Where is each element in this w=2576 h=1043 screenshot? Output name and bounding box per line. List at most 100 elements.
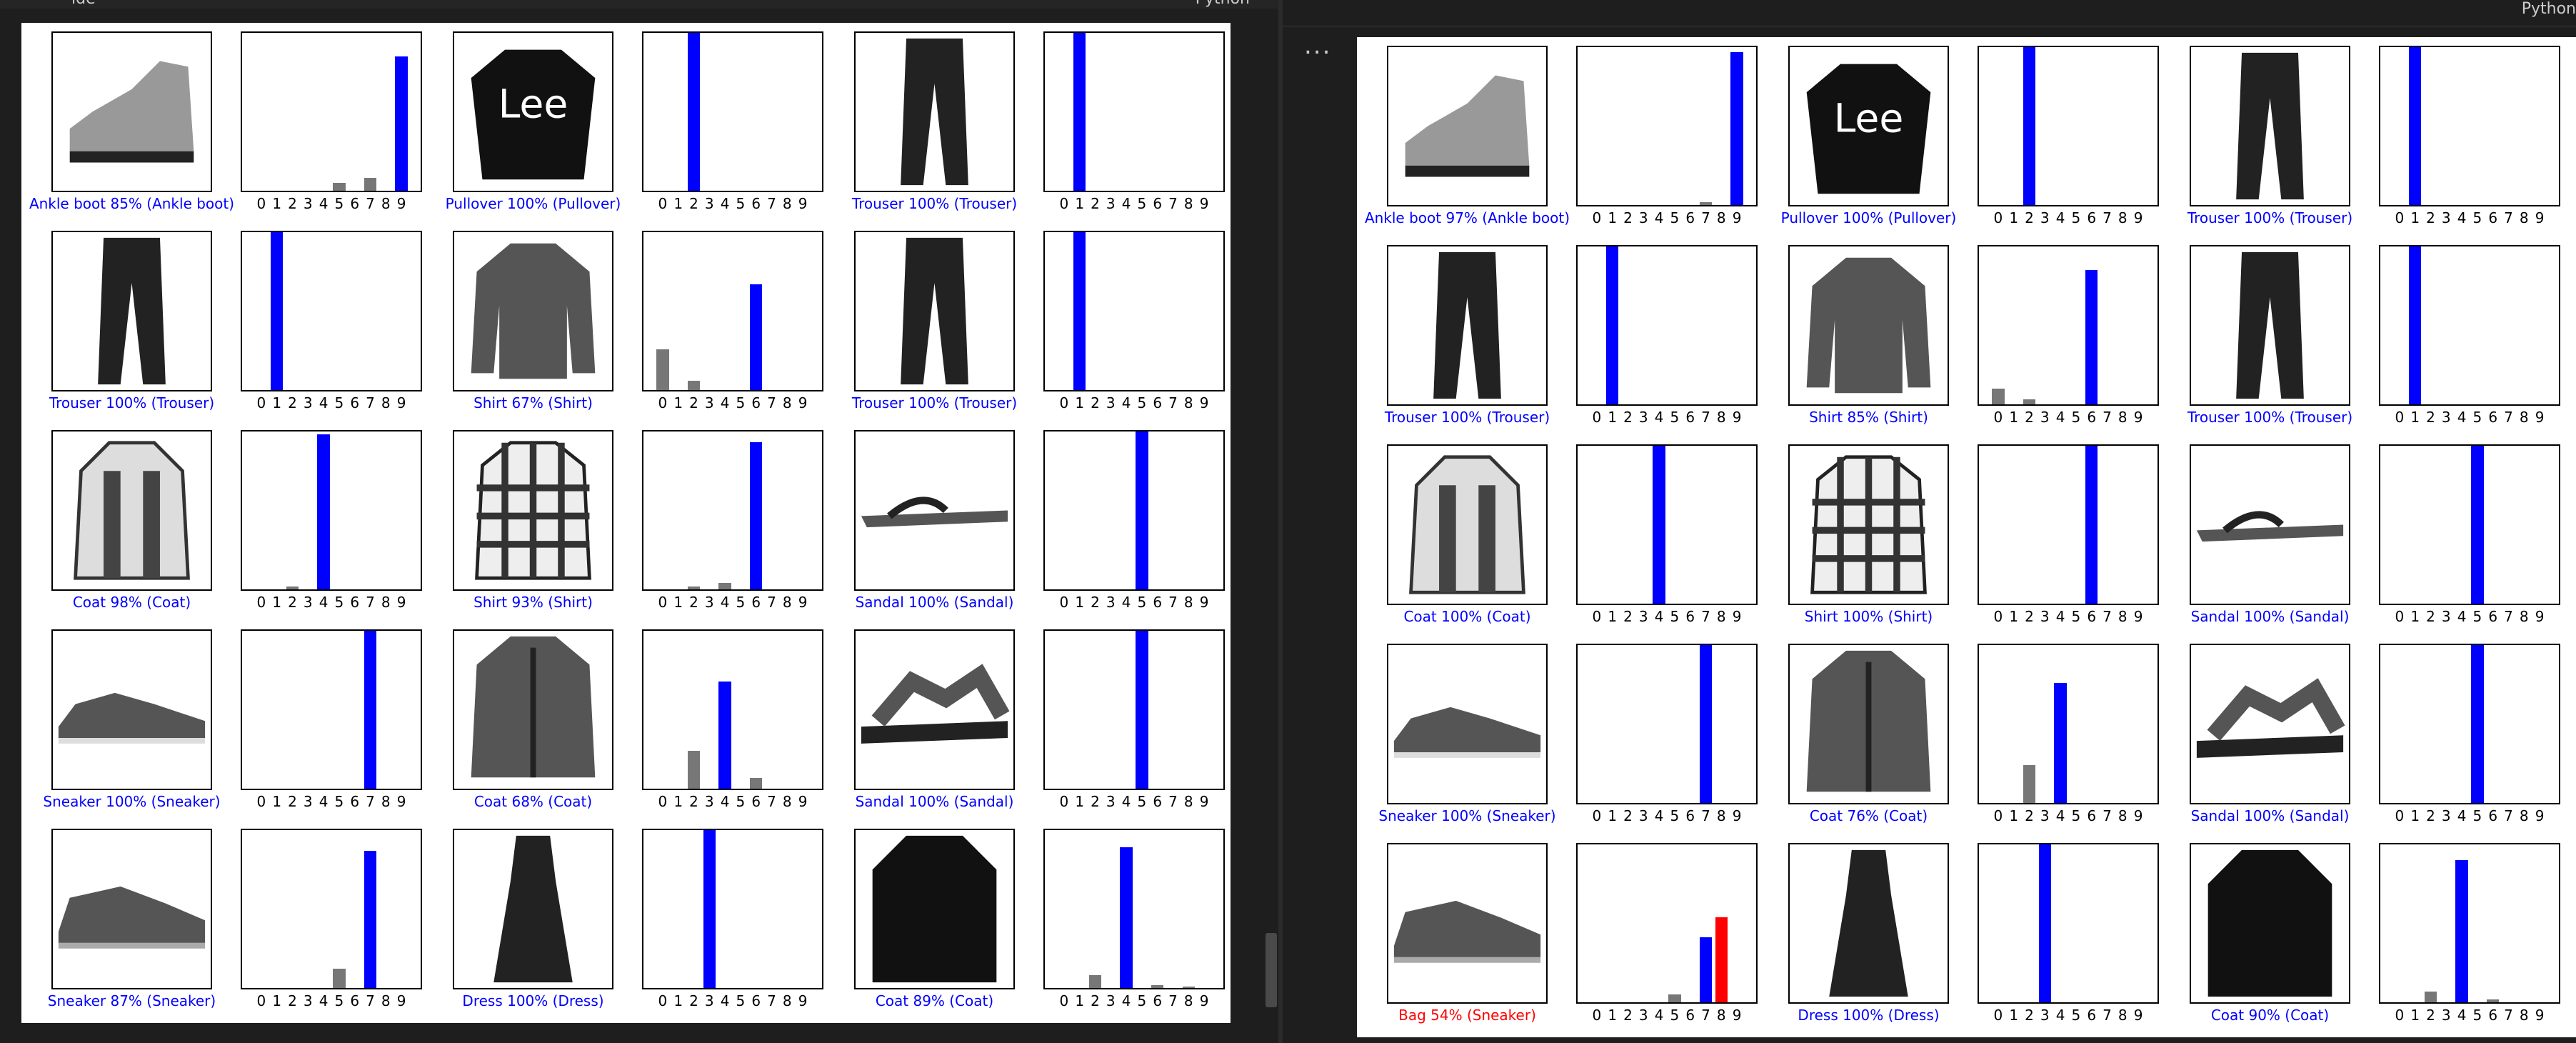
x-tick-label: 8 <box>1716 608 1726 625</box>
probability-bar <box>687 380 701 390</box>
x-tick-label: 2 <box>1623 608 1633 625</box>
x-tick-label: 5 <box>334 992 344 1009</box>
x-tick-label: 6 <box>1685 209 1695 226</box>
fashion-item-image <box>51 829 212 989</box>
x-tick-label: 8 <box>381 195 391 212</box>
probability-bar <box>749 777 763 789</box>
x-tick-label: 0 <box>1592 409 1602 426</box>
probability-bar-chart <box>1576 46 1758 206</box>
probability-bar <box>364 178 377 191</box>
x-tick-label: 8 <box>2118 608 2128 625</box>
probability-bar-chart <box>1043 629 1225 790</box>
x-tick-label: 2 <box>2025 608 2034 625</box>
probability-bar <box>1730 51 1743 205</box>
x-tick-label: 3 <box>2040 1007 2050 1024</box>
x-tick-label: 9 <box>2133 807 2143 824</box>
prediction-caption: Sneaker 100% (Sneaker) <box>1378 807 1556 824</box>
x-tick-label: 5 <box>1137 793 1147 810</box>
x-tick-label: 0 <box>1059 793 1069 810</box>
probability-bar-chart <box>2379 444 2560 605</box>
x-tick-label: 8 <box>782 992 792 1009</box>
x-tick-label: 2 <box>2025 209 2034 226</box>
pane-divider[interactable] <box>1278 0 1283 1043</box>
x-tick-label: 5 <box>2071 608 2081 625</box>
x-tick-label: 7 <box>2504 608 2513 625</box>
right-pane-header: Python <box>1283 0 2576 26</box>
x-tick-label: 8 <box>1716 409 1726 426</box>
fashion-item-image <box>854 430 1015 591</box>
x-tick-label: 1 <box>2009 807 2019 824</box>
prediction-caption: Sandal 100% (Sandal) <box>2190 608 2350 625</box>
x-tick-label: 6 <box>350 992 360 1009</box>
prediction-caption: Trouser 100% (Trouser) <box>1384 409 1550 426</box>
prediction-caption: Coat 76% (Coat) <box>1809 807 1928 824</box>
probability-bar-chart <box>642 231 823 391</box>
x-tick-label: 7 <box>366 195 375 212</box>
prediction-caption: Trouser 100% (Trouser) <box>851 195 1018 212</box>
x-tick-label: 2 <box>2426 608 2435 625</box>
probability-bar-chart <box>1978 245 2159 406</box>
x-tick-label: 4 <box>1654 807 1664 824</box>
x-tick-label: 2 <box>689 195 698 212</box>
fashion-item-image <box>2190 644 2350 804</box>
x-tick-label: 5 <box>1670 209 1680 226</box>
x-tick-label: 9 <box>396 992 406 1009</box>
x-tick-label: 4 <box>319 594 329 611</box>
prediction-caption: Shirt 67% (Shirt) <box>473 394 593 411</box>
x-tick-label: 1 <box>1075 195 1085 212</box>
x-tick-label: 7 <box>1701 209 1710 226</box>
x-tick-label: 9 <box>2133 608 2143 625</box>
probability-bar-chart <box>642 31 823 192</box>
x-tick-label: 3 <box>704 394 714 411</box>
x-tick-label: 9 <box>1732 608 1742 625</box>
x-tick-label: 8 <box>1716 807 1726 824</box>
x-tick-label: 5 <box>334 394 344 411</box>
probability-bar <box>687 750 701 789</box>
prediction-caption: Coat 100% (Coat) <box>1403 608 1531 625</box>
x-tick-label: 7 <box>1168 195 1178 212</box>
x-tick-label: 0 <box>256 394 266 411</box>
x-tick-label: 8 <box>2118 209 2128 226</box>
right-output-pane: Python ... Ankle boot 97% (Ankle boot) 0 1… <box>1283 0 2576 1043</box>
x-tick-label: 3 <box>2441 807 2451 824</box>
probability-bar-chart <box>1978 644 2159 804</box>
x-tick-label: 1 <box>673 394 683 411</box>
x-tick-label: 5 <box>334 793 344 810</box>
x-tick-label: 0 <box>256 195 266 212</box>
x-tick-label: 6 <box>1685 807 1695 824</box>
x-tick-label: 7 <box>1168 594 1178 611</box>
fashion-item-image <box>2190 245 2350 406</box>
x-tick-label: 6 <box>1153 594 1163 611</box>
x-tick-label: 8 <box>1183 594 1193 611</box>
x-tick-label: 4 <box>720 195 730 212</box>
scrollbar-thumb[interactable] <box>1266 933 1277 1007</box>
prediction-caption: Sneaker 87% (Sneaker) <box>47 992 216 1009</box>
x-tick-label: 9 <box>2133 409 2143 426</box>
left-header-label: ide <box>71 0 96 8</box>
probability-bar-chart <box>241 829 422 989</box>
x-tick-label: 6 <box>2488 608 2498 625</box>
x-tick-label: 3 <box>2040 209 2050 226</box>
x-tick-label: 1 <box>673 594 683 611</box>
x-tick-label: 7 <box>1168 394 1178 411</box>
x-tick-label: 1 <box>2410 1007 2420 1024</box>
x-tick-label: 2 <box>2025 807 2034 824</box>
x-tick-label: 3 <box>1638 1007 1648 1024</box>
x-tick-label: 6 <box>2087 608 2097 625</box>
prediction-caption: Sneaker 100% (Sneaker) <box>43 793 221 810</box>
x-tick-label: 3 <box>1638 608 1648 625</box>
probability-bar <box>1120 847 1133 988</box>
x-tick-label: 3 <box>2441 1007 2451 1024</box>
x-tick-label: 1 <box>1608 409 1618 426</box>
x-tick-label: 0 <box>1993 608 2003 625</box>
x-tick-label: 0 <box>2395 608 2405 625</box>
x-tick-label: 9 <box>1732 1007 1742 1024</box>
fashion-item-image <box>2190 444 2350 605</box>
x-tick-label: 8 <box>2118 1007 2128 1024</box>
x-tick-label: 0 <box>256 793 266 810</box>
x-tick-label: 4 <box>1121 793 1131 810</box>
probability-bar <box>687 33 701 191</box>
x-tick-label: 4 <box>2457 209 2467 226</box>
x-tick-label: 6 <box>2488 807 2498 824</box>
more-actions-icon[interactable]: ... <box>1304 31 1332 60</box>
